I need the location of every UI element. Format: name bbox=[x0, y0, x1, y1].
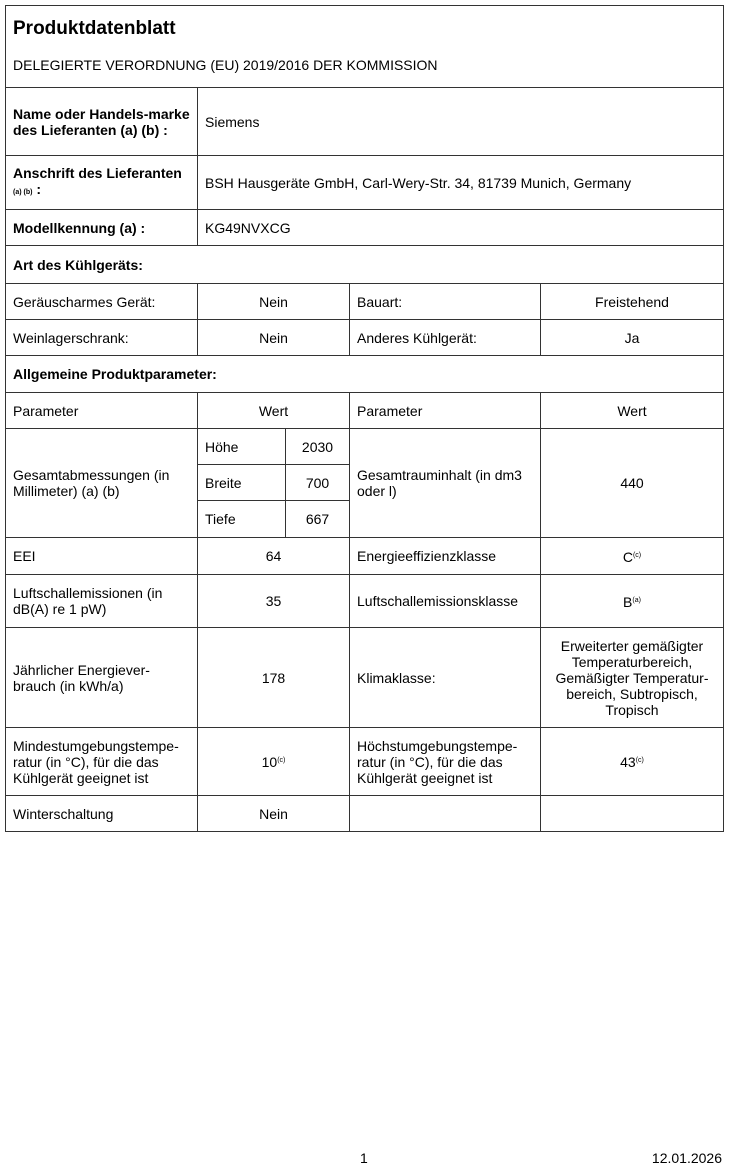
supplier-address-label: Anschrift des Lieferanten (a) (b) : bbox=[5, 155, 198, 210]
min-temp-value: 10 bbox=[261, 754, 278, 770]
min-temp-cell: 10(c) bbox=[197, 727, 350, 796]
energy-class-cell: C(c) bbox=[540, 537, 724, 575]
model-id-value: KG49NVXCG bbox=[197, 209, 724, 246]
model-id-label: Modellkennung (a) : bbox=[5, 209, 198, 246]
energy-consumption-label: Jährlicher Energiever-brauch (in kWh/a) bbox=[5, 627, 198, 728]
dimension-label: Höhe bbox=[197, 428, 286, 465]
dimension-value: 700 bbox=[285, 464, 350, 501]
footnote: (c) bbox=[632, 551, 642, 559]
supplier-name-label: Name oder Handels-marke des Lieferanten … bbox=[5, 87, 198, 156]
max-temp-cell: 43(c) bbox=[540, 727, 724, 796]
dimension-label: Breite bbox=[197, 464, 286, 501]
regulation-subtitle: DELEGIERTE VERORDNUNG (EU) 2019/2016 DER… bbox=[13, 57, 438, 73]
dimension-value: 2030 bbox=[285, 428, 350, 465]
dimension-label: Tiefe bbox=[197, 500, 286, 538]
row-label: Geräuscharmes Gerät: bbox=[5, 283, 198, 320]
row-value: Nein bbox=[197, 283, 350, 320]
row-value: Freistehend bbox=[540, 283, 724, 320]
eei-label: EEI bbox=[5, 537, 198, 575]
energy-consumption-value: 178 bbox=[197, 627, 350, 728]
noise-class-cell: B(a) bbox=[540, 574, 724, 628]
address-label-notes: (a) (b) bbox=[13, 188, 33, 196]
noise-value: 35 bbox=[197, 574, 350, 628]
dimension-value: 667 bbox=[285, 500, 350, 538]
header-cell: Produktdatenblatt DELEGIERTE VERORDNUNG … bbox=[5, 5, 724, 88]
row-label: Bauart: bbox=[349, 283, 541, 320]
appliance-type-heading: Art des Kühlgeräts: bbox=[5, 245, 724, 284]
row-label: Weinlagerschrank: bbox=[5, 319, 198, 356]
column-header-parameter: Parameter bbox=[5, 392, 198, 429]
supplier-address-value: BSH Hausgeräte GmbH, Carl-Wery-Str. 34, … bbox=[197, 155, 724, 210]
max-temp-value: 43 bbox=[620, 754, 636, 770]
volume-value: 440 bbox=[540, 428, 724, 538]
supplier-name-value: Siemens bbox=[197, 87, 724, 156]
winter-switch-label: Winterschaltung bbox=[5, 795, 198, 832]
column-header-parameter: Parameter bbox=[349, 392, 541, 429]
address-label-colon: : bbox=[36, 180, 42, 197]
min-temp-label: Mindestumgebungstempe-ratur (in °C), für… bbox=[5, 727, 198, 796]
noise-class-value: B bbox=[623, 593, 633, 610]
eei-value: 64 bbox=[197, 537, 350, 575]
page-title: Produktdatenblatt bbox=[13, 18, 176, 39]
column-header-value: Wert bbox=[540, 392, 724, 429]
empty-cell bbox=[540, 795, 724, 832]
max-temp-label: Höchstumgebungstempe-ratur (in °C), für … bbox=[349, 727, 541, 796]
footnote: (c) bbox=[635, 757, 644, 764]
address-label-text: Anschrift des Lieferanten bbox=[13, 164, 182, 181]
document-date: 12.01.2026 bbox=[651, 1150, 722, 1166]
volume-label: Gesamtrauminhalt (in dm3 oder l) bbox=[349, 428, 541, 538]
noise-class-label: Luftschallemissionsklasse bbox=[349, 574, 541, 628]
row-value: Ja bbox=[540, 319, 724, 356]
product-data-sheet-table: Produktdatenblatt DELEGIERTE VERORDNUNG … bbox=[5, 5, 724, 832]
footnote: (a) bbox=[632, 596, 641, 604]
dimensions-label: Gesamtabmessungen (in Millimeter) (a) (b… bbox=[5, 428, 198, 538]
climate-class-label: Klimaklasse: bbox=[349, 627, 541, 728]
table-row: Geräuscharmes Gerät: Nein Bauart: Freist… bbox=[5, 283, 724, 320]
empty-cell bbox=[349, 795, 541, 832]
page-number: 1 bbox=[360, 1150, 368, 1166]
row-label: Anderes Kühlgerät: bbox=[349, 319, 541, 356]
table-row: Weinlagerschrank: Nein Anderes Kühlgerät… bbox=[5, 319, 724, 356]
general-parameters-heading: Allgemeine Produktparameter: bbox=[5, 355, 724, 393]
climate-class-value: Erweiterter gemäßigter Temperaturbereich… bbox=[540, 627, 724, 728]
row-value: Nein bbox=[197, 319, 350, 356]
energy-class-label: Energieeffizienzklasse bbox=[349, 537, 541, 575]
column-header-value: Wert bbox=[197, 392, 350, 429]
footnote: (c) bbox=[277, 757, 286, 764]
noise-label: Luftschallemissionen (in dB(A) re 1 pW) bbox=[5, 574, 198, 628]
winter-switch-value: Nein bbox=[197, 795, 350, 832]
energy-class-value: C bbox=[622, 548, 633, 565]
